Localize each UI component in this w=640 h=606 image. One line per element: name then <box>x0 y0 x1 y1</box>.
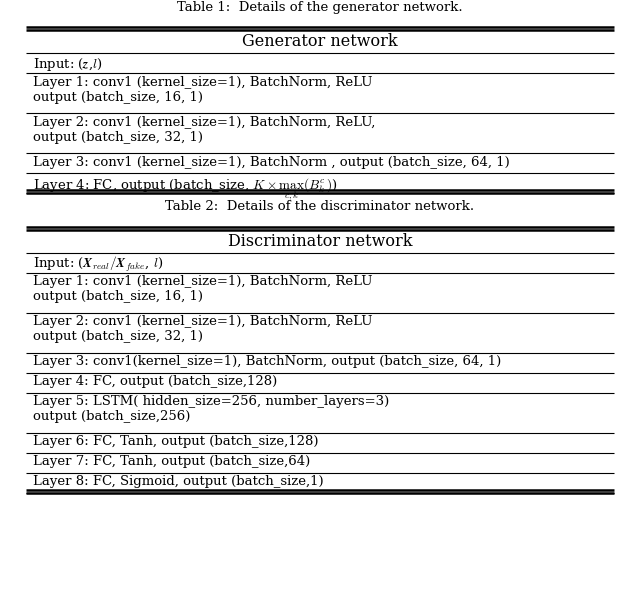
Text: Layer 2: conv1 (kernel_size=1), BatchNorm, ReLU,
output (batch_size, 32, 1): Layer 2: conv1 (kernel_size=1), BatchNor… <box>33 116 376 144</box>
Text: Layer 6: FC, Tanh, output (batch_size,128): Layer 6: FC, Tanh, output (batch_size,12… <box>33 435 319 448</box>
Text: Layer 5: LSTM( hidden_size=256, number_layers=3)
output (batch_size,256): Layer 5: LSTM( hidden_size=256, number_l… <box>33 395 390 423</box>
Text: Layer 1: conv1 (kernel_size=1), BatchNorm, ReLU
output (batch_size, 16, 1): Layer 1: conv1 (kernel_size=1), BatchNor… <box>33 76 372 104</box>
Text: Layer 8: FC, Sigmoid, output (batch_size,1): Layer 8: FC, Sigmoid, output (batch_size… <box>33 475 324 488</box>
Text: Discriminator network: Discriminator network <box>228 233 412 250</box>
Text: Layer 3: conv1(kernel_size=1), BatchNorm, output (batch_size, 64, 1): Layer 3: conv1(kernel_size=1), BatchNorm… <box>33 355 502 368</box>
Text: Table 1:  Details of the generator network.: Table 1: Details of the generator networ… <box>177 1 463 14</box>
Text: Layer 2: conv1 (kernel_size=1), BatchNorm, ReLU
output (batch_size, 32, 1): Layer 2: conv1 (kernel_size=1), BatchNor… <box>33 315 372 343</box>
Text: Layer 7: FC, Tanh, output (batch_size,64): Layer 7: FC, Tanh, output (batch_size,64… <box>33 455 310 468</box>
Text: Input: ($\boldsymbol{X}_{real}/\boldsymbol{X}_{fake}$, $l$): Input: ($\boldsymbol{X}_{real}/\boldsymb… <box>33 255 163 275</box>
Text: Table 2:  Details of the discriminator network.: Table 2: Details of the discriminator ne… <box>165 201 475 213</box>
Text: Generator network: Generator network <box>242 33 398 50</box>
Text: Layer 4: FC, output (batch_size,128): Layer 4: FC, output (batch_size,128) <box>33 375 278 388</box>
Text: Layer 1: conv1 (kernel_size=1), BatchNorm, ReLU
output (batch_size, 16, 1): Layer 1: conv1 (kernel_size=1), BatchNor… <box>33 275 372 303</box>
Text: Layer 3: conv1 (kernel_size=1), BatchNorm , output (batch_size, 64, 1): Layer 3: conv1 (kernel_size=1), BatchNor… <box>33 156 510 168</box>
Text: Input: ($\boldsymbol{z}$,$l$): Input: ($\boldsymbol{z}$,$l$) <box>33 56 102 73</box>
Text: Layer 4: FC, output (batch_size, $K \times \max_{c,k}(B_k^c)$): Layer 4: FC, output (batch_size, $K \tim… <box>33 176 338 202</box>
